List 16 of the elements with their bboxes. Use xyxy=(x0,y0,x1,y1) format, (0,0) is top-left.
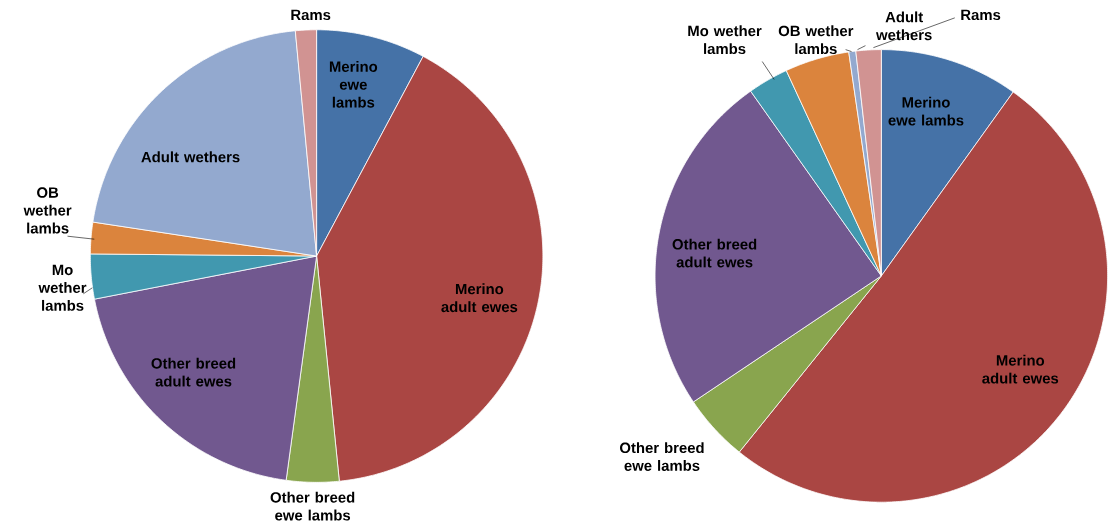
slice-label: Other breed adult ewes xyxy=(151,357,236,387)
slice-label: Other breed ewe lambs xyxy=(270,491,355,521)
slice-label: Mo wether lambs xyxy=(688,25,762,55)
slice-label: Merino ewe lambs xyxy=(888,96,964,126)
slice-label: Merino ewe lambs xyxy=(329,61,378,108)
slice-label: Rams xyxy=(961,9,1001,21)
slice-label: Mo wether lambs xyxy=(38,264,87,311)
slice-label: OB wether lambs xyxy=(778,25,854,55)
slice-label: Adult wethers xyxy=(875,11,932,41)
slice-label: OB wether lambs xyxy=(23,187,72,234)
slice-label: Other breed ewe lambs xyxy=(620,442,704,471)
slice-label: Other breed adult ewes xyxy=(672,238,757,268)
slice-label: Rams xyxy=(291,9,331,21)
slice-label: Merino adult ewes xyxy=(441,283,518,313)
slice-label: Adult wethers xyxy=(141,151,240,163)
slice-label: Merino adult ewes xyxy=(982,354,1059,384)
